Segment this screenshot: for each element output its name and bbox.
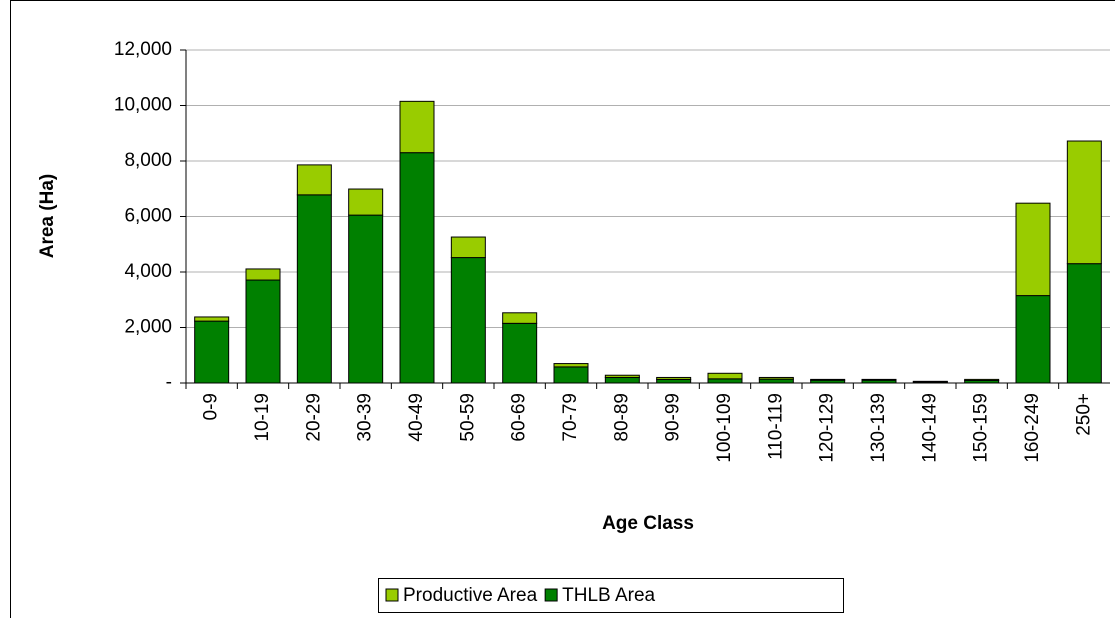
bar-segment xyxy=(450,257,486,384)
y-tick-label: 8,000 xyxy=(124,150,172,171)
bar-segment xyxy=(1066,140,1102,265)
x-axis-title: Age Class xyxy=(602,513,694,534)
x-tick-label: 80-89 xyxy=(611,393,632,442)
y-axis-title: Area (Ha) xyxy=(37,174,58,258)
bar-segment xyxy=(553,366,589,384)
bar-segment xyxy=(656,376,692,380)
x-tick-label: 0-9 xyxy=(201,393,222,420)
bar-segment xyxy=(194,320,230,384)
bar-segment xyxy=(502,322,538,384)
bar-segment xyxy=(502,312,538,324)
bar-segment xyxy=(707,378,743,384)
bar-segment xyxy=(1066,263,1102,384)
x-tick-label: 110-119 xyxy=(765,393,786,460)
bar-segment xyxy=(758,378,794,384)
y-tick-label: 6,000 xyxy=(124,206,172,227)
y-tick-label: 2,000 xyxy=(124,317,172,338)
bar-segment xyxy=(296,194,332,384)
legend-swatch xyxy=(385,588,399,602)
bar-segment xyxy=(450,236,486,259)
bar-segment xyxy=(604,374,640,378)
bar-segment xyxy=(399,152,435,384)
x-tick-label: 150-159 xyxy=(971,393,992,463)
bar-segment xyxy=(348,214,384,384)
bar-segment xyxy=(810,378,846,381)
bar-segment xyxy=(1015,295,1051,384)
x-tick-label: 140-149 xyxy=(919,393,940,463)
y-tick-label: 12,000 xyxy=(114,39,172,60)
bar-segment xyxy=(604,376,640,384)
x-tick-label: 20-29 xyxy=(303,393,324,442)
x-tick-label: 70-79 xyxy=(560,393,581,442)
x-tick-label: 160-249 xyxy=(1022,393,1043,463)
bar-segment xyxy=(758,376,794,380)
bar-segment xyxy=(348,188,384,216)
x-tick-label: 60-69 xyxy=(509,393,530,442)
bar-segment xyxy=(1015,202,1051,297)
x-tick-label: 40-49 xyxy=(406,393,427,442)
bar-segment xyxy=(656,378,692,384)
legend-label: Productive Area xyxy=(403,585,538,606)
bar-segment xyxy=(245,279,281,384)
legend xyxy=(378,578,844,613)
bar-segment xyxy=(399,100,435,154)
bar-segment xyxy=(553,363,589,368)
x-tick-label: 250+ xyxy=(1073,393,1094,436)
x-tick-label: 90-99 xyxy=(663,393,684,442)
y-tick-label: 4,000 xyxy=(124,261,172,282)
y-tick-label: 10,000 xyxy=(114,95,172,116)
y-tick-label: - xyxy=(166,372,172,393)
x-tick-label: 10-19 xyxy=(252,393,273,442)
bar-segment xyxy=(707,372,743,380)
x-tick-label: 130-139 xyxy=(868,393,889,463)
x-tick-label: 100-109 xyxy=(714,393,735,463)
bar-segment xyxy=(245,268,281,281)
legend-label: THLB Area xyxy=(562,585,655,606)
bar-segment xyxy=(912,380,948,383)
bar-segment xyxy=(861,378,897,381)
bar-segment xyxy=(194,316,230,322)
chart-frame xyxy=(10,0,1115,618)
bar-segment xyxy=(964,378,1000,382)
x-tick-label: 120-129 xyxy=(817,393,838,463)
bar-segment xyxy=(296,164,332,196)
x-tick-label: 50-59 xyxy=(457,393,478,442)
x-tick-label: 30-39 xyxy=(355,393,376,442)
legend-swatch xyxy=(544,588,558,602)
